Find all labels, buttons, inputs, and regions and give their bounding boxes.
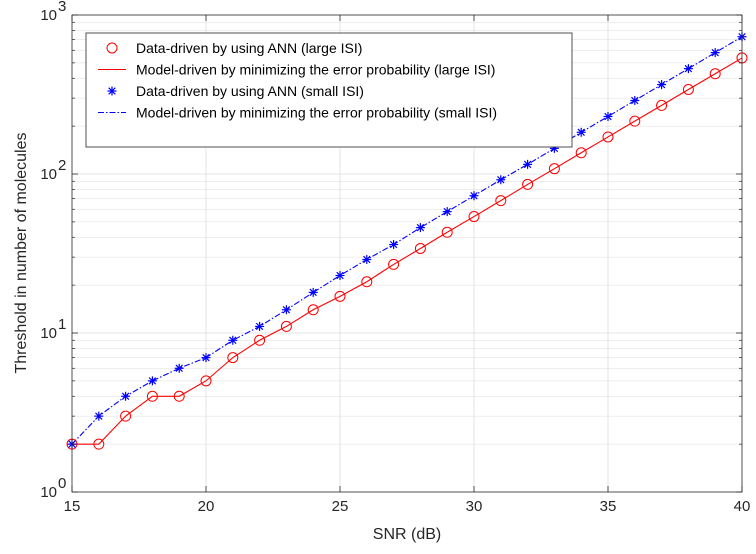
y-tick-label-exponent: 2 [58,157,66,174]
asterisk-marker [389,240,399,250]
asterisk-marker [523,159,533,169]
x-tick-label: 15 [64,498,81,515]
asterisk-marker [576,127,586,137]
series-line-3 [71,36,743,445]
y-tick-label: 102 [40,157,66,183]
legend-box [85,32,573,148]
asterisk-marker [107,86,117,96]
legend-entry: Data-driven by using ANN (small ISI) [107,83,364,99]
x-tick-label: 30 [466,498,483,515]
asterisk-marker [362,254,372,264]
circle-marker [307,304,319,316]
asterisk-marker [121,391,131,401]
y-tick-label-base: 10 [40,166,57,183]
asterisk-marker [255,321,265,331]
circle-marker [120,410,132,422]
legend-entry: Data-driven by using ANN (large ISI) [106,40,362,56]
asterisk-marker [94,411,104,421]
circle-marker [146,390,158,402]
asterisk-marker [469,191,479,201]
circle-marker [106,42,118,54]
x-tick-label: 25 [332,498,349,515]
asterisk-marker [442,207,452,217]
legend-label: Data-driven by using ANN (small ISI) [136,83,364,99]
circle-marker [522,178,534,190]
series-layer [66,32,748,450]
circle-marker [468,211,480,223]
circle-marker [227,352,239,364]
asterisk-marker [630,95,640,105]
circle-marker [173,390,185,402]
y-tick-label: 100 [40,475,66,501]
y-tick-label-exponent: 0 [58,475,66,492]
legend-label: Model-driven by minimizing the error pro… [136,105,497,121]
asterisk-marker [147,376,157,386]
y-tick-label: 101 [40,316,66,342]
asterisk-marker [657,80,667,90]
asterisk-marker [603,111,613,121]
y-tick-label: 103 [40,0,66,24]
asterisk-marker [496,175,506,185]
circle-marker [656,99,668,111]
asterisk-marker [201,353,211,363]
series-markers-0 [66,52,748,450]
asterisk-marker [710,48,720,58]
asterisk-marker [228,335,238,345]
asterisk-marker [308,287,318,297]
legend-entry: Model-driven by minimizing the error pro… [98,62,495,78]
circle-marker [388,258,400,270]
circle-marker [280,320,292,332]
circle-marker [575,147,587,159]
legend-entry: Model-driven by minimizing the error pro… [98,105,497,121]
circle-marker [334,290,346,302]
y-tick-label-exponent: 3 [58,0,66,15]
legend-label: Model-driven by minimizing the error pro… [136,62,495,78]
x-axis-title: SNR (dB) [373,526,441,543]
y-axis-title: Threshold in number of molecules [13,132,30,373]
x-tick-label: 20 [198,498,215,515]
circle-marker [682,83,694,95]
asterisk-marker [415,223,425,233]
legend-label: Data-driven by using ANN (large ISI) [136,40,362,56]
circle-marker [361,276,373,288]
circle-marker [709,68,721,80]
y-tick-label-exponent: 1 [58,316,66,333]
asterisk-marker [683,64,693,74]
circle-marker [200,375,212,387]
circle-marker [629,115,641,127]
circle-marker [93,438,105,450]
plot-frame [71,14,743,493]
y-tick-label-base: 10 [40,325,57,342]
circle-marker [414,242,426,254]
x-tick-label: 40 [734,498,751,515]
y-tick-label-base: 10 [40,484,57,501]
circle-marker [495,195,507,207]
legend: Data-driven by using ANN (large ISI) Mode… [85,32,573,148]
circle-marker [441,226,453,238]
circle-marker [602,131,614,143]
x-tick-label: 35 [600,498,617,515]
circle-marker [548,163,560,175]
asterisk-marker [174,363,184,373]
asterisk-marker [281,305,291,315]
y-tick-label-base: 10 [40,7,57,24]
circle-marker [254,334,266,346]
asterisk-marker [335,270,345,280]
